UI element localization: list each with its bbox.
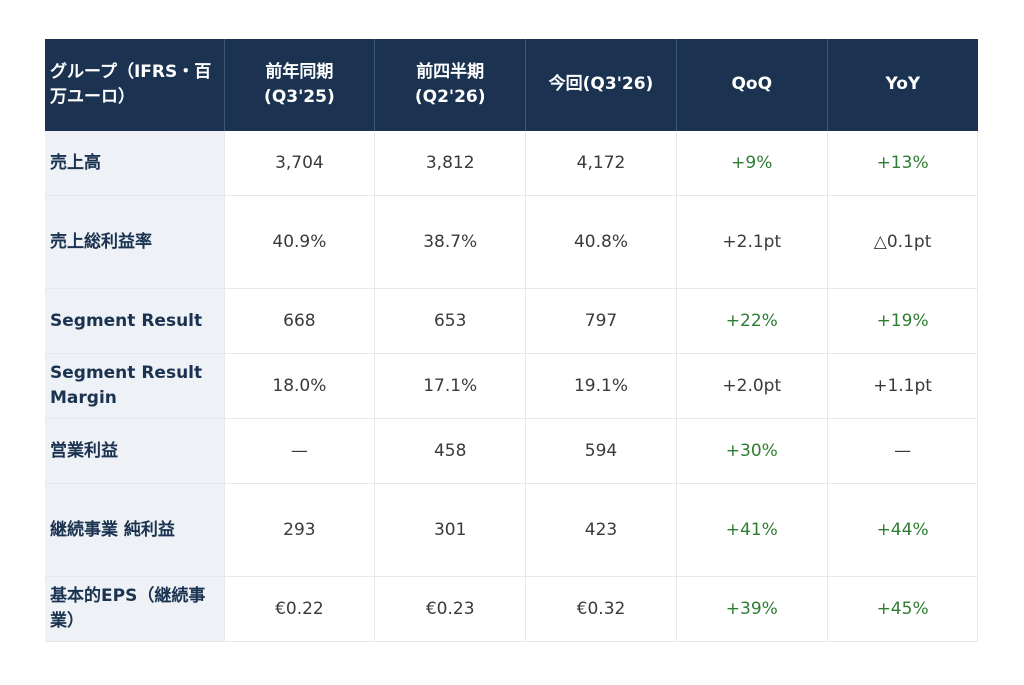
cell-current: 423: [525, 483, 677, 577]
cell-qoq: +2.0pt: [676, 353, 828, 419]
header-prev-year: 前年同期(Q3'25): [224, 39, 376, 131]
cell-prev-year: 293: [224, 483, 376, 577]
table-row-segment-result: Segment Result 668 653 797 +22% +19%: [45, 288, 979, 354]
header-current: 今回(Q3'26): [525, 39, 677, 131]
financial-table-container: グループ（IFRS・百万ユーロ） 前年同期(Q3'25) 前四半期(Q2'26)…: [45, 39, 979, 642]
row-label: Segment Result Margin: [45, 353, 225, 419]
cell-current: €0.32: [525, 576, 677, 642]
row-label: 売上高: [45, 131, 225, 196]
cell-current: 40.8%: [525, 195, 677, 289]
table-row-gross-margin: 売上総利益率 40.9% 38.7% 40.8% +2.1pt △0.1pt: [45, 195, 979, 289]
cell-yoy: —: [827, 418, 979, 484]
cell-qoq: +22%: [676, 288, 828, 354]
cell-current: 797: [525, 288, 677, 354]
row-label: Segment Result: [45, 288, 225, 354]
table-row-segment-margin: Segment Result Margin 18.0% 17.1% 19.1% …: [45, 353, 979, 419]
cell-yoy: +44%: [827, 483, 979, 577]
header-yoy: YoY: [827, 39, 978, 131]
cell-current: 19.1%: [525, 353, 677, 419]
financial-summary-table: グループ（IFRS・百万ユーロ） 前年同期(Q3'25) 前四半期(Q2'26)…: [45, 39, 979, 642]
cell-yoy: △0.1pt: [827, 195, 979, 289]
row-label: 継続事業 純利益: [45, 483, 225, 577]
cell-prev-quarter: 17.1%: [374, 353, 527, 419]
row-label: 基本的EPS（継続事業）: [45, 576, 225, 642]
header-qoq: QoQ: [676, 39, 828, 131]
cell-prev-quarter: 653: [374, 288, 527, 354]
cell-prev-quarter: €0.23: [374, 576, 527, 642]
cell-current: 4,172: [525, 131, 677, 196]
cell-prev-year: €0.22: [224, 576, 376, 642]
cell-qoq: +2.1pt: [676, 195, 828, 289]
header-group-label: グループ（IFRS・百万ユーロ）: [45, 39, 225, 131]
cell-prev-year: 40.9%: [224, 195, 376, 289]
cell-yoy: +13%: [827, 131, 979, 196]
table-row-operating-profit: 営業利益 — 458 594 +30% —: [45, 418, 979, 484]
cell-qoq: +41%: [676, 483, 828, 577]
header-prev-quarter: 前四半期(Q2'26): [374, 39, 527, 131]
row-label: 売上総利益率: [45, 195, 225, 289]
cell-prev-year: —: [224, 418, 376, 484]
cell-prev-quarter: 38.7%: [374, 195, 527, 289]
cell-prev-quarter: 301: [374, 483, 527, 577]
table-row-revenue: 売上高 3,704 3,812 4,172 +9% +13%: [45, 131, 979, 196]
cell-prev-year: 668: [224, 288, 376, 354]
table-row-basic-eps: 基本的EPS（継続事業） €0.22 €0.23 €0.32 +39% +45%: [45, 576, 979, 642]
table-row-net-income: 継続事業 純利益 293 301 423 +41% +44%: [45, 483, 979, 577]
row-label: 営業利益: [45, 418, 225, 484]
cell-qoq: +39%: [676, 576, 828, 642]
cell-prev-quarter: 458: [374, 418, 527, 484]
table-header-row: グループ（IFRS・百万ユーロ） 前年同期(Q3'25) 前四半期(Q2'26)…: [45, 39, 978, 131]
cell-yoy: +1.1pt: [827, 353, 979, 419]
cell-prev-year: 18.0%: [224, 353, 376, 419]
cell-current: 594: [525, 418, 677, 484]
cell-prev-year: 3,704: [224, 131, 376, 196]
cell-qoq: +9%: [676, 131, 828, 196]
cell-prev-quarter: 3,812: [374, 131, 527, 196]
cell-qoq: +30%: [676, 418, 828, 484]
cell-yoy: +19%: [827, 288, 979, 354]
cell-yoy: +45%: [827, 576, 979, 642]
